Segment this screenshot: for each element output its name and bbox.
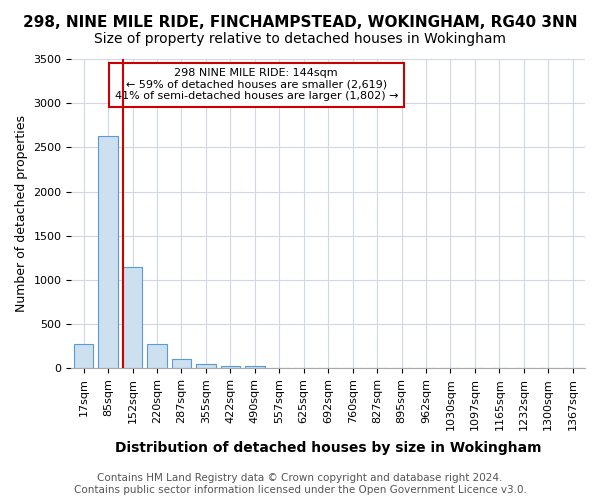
Text: 298 NINE MILE RIDE: 144sqm
← 59% of detached houses are smaller (2,619)
41% of s: 298 NINE MILE RIDE: 144sqm ← 59% of deta… xyxy=(115,68,398,102)
Bar xyxy=(221,366,240,368)
Bar xyxy=(98,136,118,368)
Text: Contains HM Land Registry data © Crown copyright and database right 2024.
Contai: Contains HM Land Registry data © Crown c… xyxy=(74,474,526,495)
Bar xyxy=(172,360,191,368)
Bar xyxy=(123,268,142,368)
Bar xyxy=(196,364,215,368)
Text: Size of property relative to detached houses in Wokingham: Size of property relative to detached ho… xyxy=(94,32,506,46)
Bar xyxy=(245,366,265,368)
Text: 298, NINE MILE RIDE, FINCHAMPSTEAD, WOKINGHAM, RG40 3NN: 298, NINE MILE RIDE, FINCHAMPSTEAD, WOKI… xyxy=(23,15,577,30)
X-axis label: Distribution of detached houses by size in Wokingham: Distribution of detached houses by size … xyxy=(115,441,541,455)
Y-axis label: Number of detached properties: Number of detached properties xyxy=(15,115,28,312)
Bar xyxy=(74,344,94,368)
Bar xyxy=(147,344,167,368)
